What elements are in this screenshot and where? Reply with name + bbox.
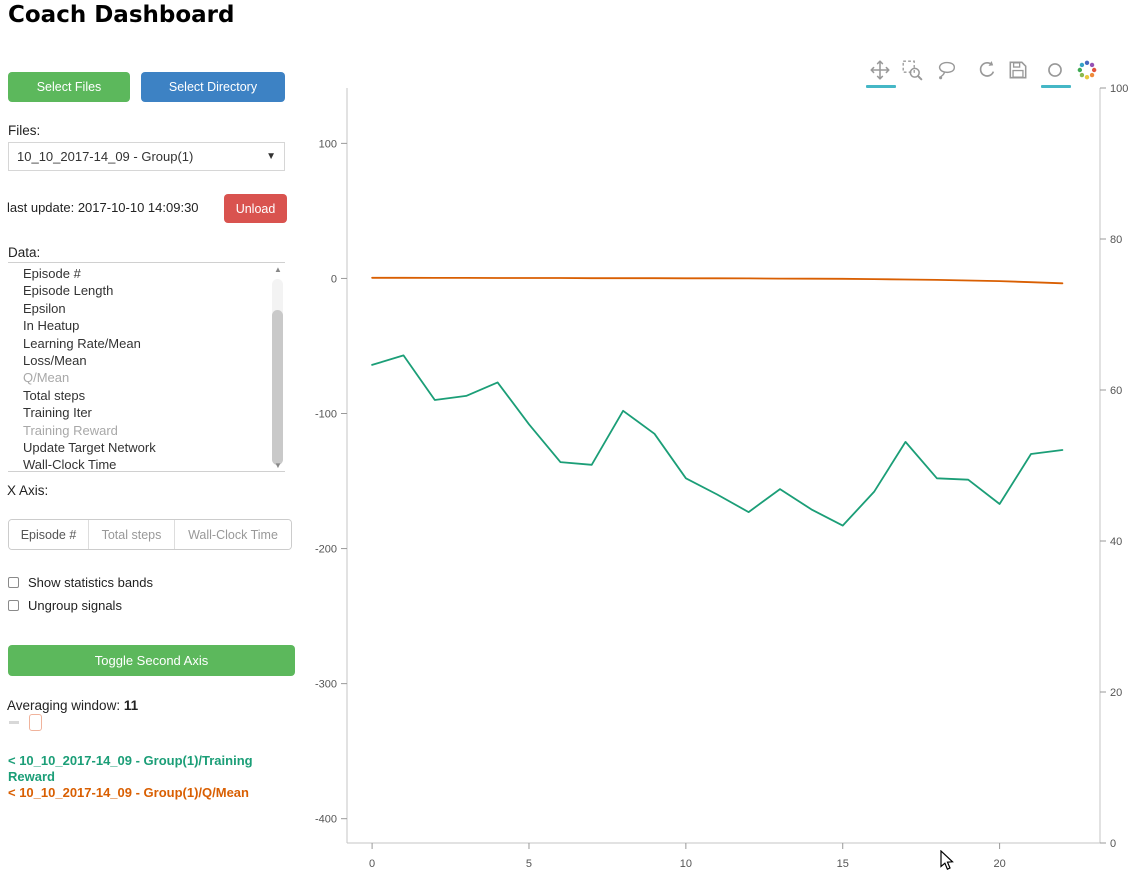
axis-tick-label: 20 (1110, 687, 1122, 699)
show-statistics-bands-row: Show statistics bands (8, 575, 153, 590)
scroll-down-icon[interactable]: ▼ (274, 461, 282, 470)
chevron-down-icon: ▼ (266, 151, 276, 162)
unload-button[interactable]: Unload (224, 194, 287, 223)
data-list-item-training-reward[interactable]: Training Reward (23, 422, 118, 438)
averaging-window-slider-track[interactable] (9, 721, 19, 724)
axis-tick-label: 0 (369, 858, 375, 870)
hover-tool-icon[interactable] (1044, 59, 1068, 83)
reset-icon[interactable] (976, 59, 1000, 83)
axis-tick-label: 0 (331, 273, 337, 285)
data-list-item-epsilon[interactable]: Epsilon (23, 300, 66, 316)
toggle-second-axis-button[interactable]: Toggle Second Axis (8, 645, 295, 676)
ungroup-signals-label: Ungroup signals (28, 598, 122, 613)
data-list-item-wall-clock-time[interactable]: Wall-Clock Time (23, 457, 117, 472)
pan-tool-icon[interactable] (869, 59, 893, 83)
axis-tick-label: 40 (1110, 536, 1122, 548)
box-zoom-icon[interactable] (901, 59, 925, 83)
select-files-button[interactable]: Select Files (8, 72, 130, 102)
averaging-window-slider-handle[interactable] (29, 714, 42, 731)
series-line-10-10-2017-14-09-group-1-q-mean (371, 276, 1064, 285)
x-axis-radio-group: Episode # Total steps Wall-Clock Time (8, 519, 292, 550)
axis-tick-label: -400 (315, 814, 337, 826)
axis-tick-label: -300 (315, 679, 337, 691)
axis-tick-label: 80 (1110, 234, 1122, 246)
ungroup-signals-checkbox[interactable] (8, 600, 19, 611)
axis-tick-label: -100 (315, 409, 337, 421)
scrollbar-track[interactable] (272, 279, 283, 465)
axis-tick-label: 15 (837, 858, 849, 870)
axis-tick-label: 60 (1110, 385, 1122, 397)
data-list-item-update-target-network[interactable]: Update Target Network (23, 439, 156, 455)
series-line-10-10-2017-14-09-group-1-training-reward (371, 354, 1064, 527)
x-axis-option-wall-clock-time[interactable]: Wall-Clock Time (175, 520, 291, 549)
data-label: Data: (8, 245, 41, 260)
ungroup-signals-row: Ungroup signals (8, 598, 122, 613)
x-axis-label: X Axis: (7, 483, 49, 498)
axis-tick-label: 100 (319, 138, 337, 150)
scroll-up-icon[interactable]: ▲ (274, 265, 282, 274)
files-select[interactable]: 10_10_2017-14_09 - Group(1) ▼ (8, 142, 285, 171)
averaging-window-label: Averaging window: (7, 698, 121, 713)
lasso-select-icon[interactable] (936, 59, 960, 83)
files-label: Files: (8, 123, 41, 138)
data-list-item-loss-mean[interactable]: Loss/Mean (23, 352, 87, 368)
axis-tick-label: 10 (680, 858, 692, 870)
x-axis-option-episode[interactable]: Episode # (9, 520, 89, 549)
axis-tick-label: 20 (993, 858, 1005, 870)
data-list-items: Episode # Episode Length Epsilon In Heatup L… (8, 265, 285, 472)
legend-item-q-mean[interactable]: < 10_10_2017-14_09 - Group(1)/Q/Mean (8, 785, 249, 800)
data-list-item-total-steps[interactable]: Total steps (23, 387, 86, 403)
data-list-item-in-heatup[interactable]: In Heatup (23, 318, 80, 334)
hover-tool-icon-active-underline (1041, 85, 1071, 88)
data-list-scrollbar[interactable]: ▲ ▼ (272, 265, 284, 471)
averaging-window-value: 11 (123, 698, 139, 713)
pan-tool-icon-active-underline (866, 85, 896, 88)
averaging-window-text: Averaging window: 11 (7, 698, 138, 713)
axis-tick-label: -200 (315, 544, 337, 556)
plot-canvas[interactable]: 100 0 -100 -200 -300 -400 100 80 60 40 20 0 0 5 10 15 20 (300, 55, 1142, 881)
show-statistics-bands-checkbox[interactable] (8, 577, 19, 588)
data-list-item-training-iter[interactable]: Training Iter (23, 405, 92, 421)
bokeh-logo[interactable] (1076, 59, 1100, 83)
data-list-item-episode-length[interactable]: Episode Length (23, 283, 114, 299)
select-directory-button[interactable]: Select Directory (141, 72, 285, 102)
scrollbar-thumb[interactable] (272, 310, 283, 465)
legend-item-training-reward[interactable]: < 10_10_2017-14_09 - Group(1)/Training R… (8, 753, 253, 784)
last-update-text: last update: 2017-10-10 14:09:30 (7, 200, 199, 215)
axis-tick-label: 0 (1110, 838, 1116, 850)
page-title: Coach Dashboard (8, 2, 235, 28)
data-signal-list[interactable]: Episode # Episode Length Epsilon In Heatup L… (8, 262, 285, 472)
save-icon[interactable] (1007, 59, 1031, 83)
data-list-item-learning-rate-mean[interactable]: Learning Rate/Mean (23, 335, 141, 351)
axis-tick-label: 5 (526, 858, 532, 870)
data-list-item-q-mean[interactable]: Q/Mean (23, 370, 70, 386)
data-list-item-episode[interactable]: Episode # (23, 266, 81, 281)
x-axis-option-total-steps[interactable]: Total steps (89, 520, 175, 549)
axis-tick-label: 100 (1110, 83, 1128, 95)
files-select-value: 10_10_2017-14_09 - Group(1) (17, 149, 194, 164)
show-statistics-bands-label: Show statistics bands (28, 575, 154, 590)
